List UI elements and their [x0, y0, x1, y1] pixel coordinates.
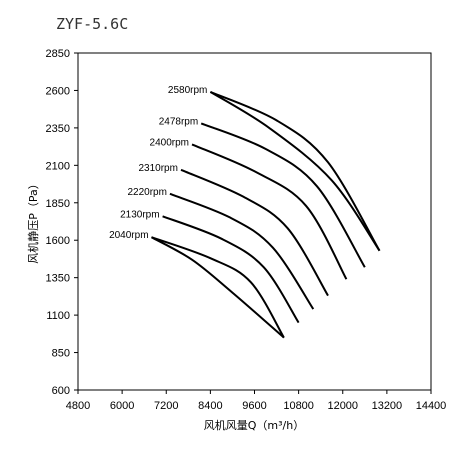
y-tick-label-6: 2100	[46, 160, 70, 172]
boundary-low-line	[151, 236, 285, 339]
series-label-2040rpm: 2040rpm	[109, 230, 148, 241]
series-labels: 2580rpm 2478rpm 2400rpm 2310rpm 2220rpm 2130r…	[109, 85, 207, 241]
series-line-2310rpm	[180, 168, 329, 297]
x-tick-label-8: 14400	[416, 400, 447, 412]
series-line-2220rpm	[169, 192, 315, 310]
series-label-2478rpm: 2478rpm	[159, 116, 198, 127]
plot-frame	[77, 52, 432, 391]
x-axis-label: 风机风量Q（m³/h）	[204, 418, 304, 432]
x-tick-label-0: 4800	[66, 400, 90, 412]
x-axis: 4800 6000 7200 8400 9600 10800 12000 13200 14400	[66, 390, 447, 412]
y-tick-label-7: 2350	[46, 123, 70, 135]
y-tick-label-2: 1100	[46, 310, 70, 322]
series-label-2400rpm: 2400rpm	[150, 137, 189, 148]
y-axis-label: 风机静压P（Pa）	[26, 178, 40, 264]
y-tick-label-4: 1600	[46, 235, 70, 247]
series-group	[151, 90, 381, 339]
boundary-high-line	[209, 91, 381, 252]
x-tick-label-6: 12000	[327, 400, 358, 412]
y-tick-label-0: 600	[52, 385, 70, 397]
x-tick-label-2: 7200	[154, 400, 178, 412]
x-tick-label-7: 13200	[372, 400, 403, 412]
x-tick-label-3: 8400	[198, 400, 222, 412]
series-line-2040rpm	[151, 236, 285, 339]
y-tick-label-3: 1350	[46, 273, 70, 285]
y-tick-label-9: 2850	[46, 48, 70, 60]
chart-title: ZYF-5.6C	[56, 15, 128, 33]
y-tick-label-8: 2600	[46, 85, 70, 97]
series-line-2580rpm	[210, 90, 381, 252]
x-tick-label-1: 6000	[110, 400, 134, 412]
series-label-2130rpm: 2130rpm	[120, 209, 159, 220]
series-label-2580rpm: 2580rpm	[168, 85, 207, 96]
series-label-2310rpm: 2310rpm	[138, 163, 177, 174]
series-line-2130rpm	[162, 215, 300, 324]
series-line-2478rpm	[200, 122, 366, 268]
y-tick-label-5: 1850	[46, 198, 70, 210]
series-label-2220rpm: 2220rpm	[127, 187, 166, 198]
x-tick-label-5: 10800	[283, 400, 314, 412]
y-axis: 600 850 1100 1350 1600 1850 2100 2350 2600 2850	[46, 48, 78, 397]
y-tick-label-1: 850	[52, 348, 70, 360]
series-line-2400rpm	[191, 143, 348, 280]
x-tick-label-4: 9600	[242, 400, 266, 412]
